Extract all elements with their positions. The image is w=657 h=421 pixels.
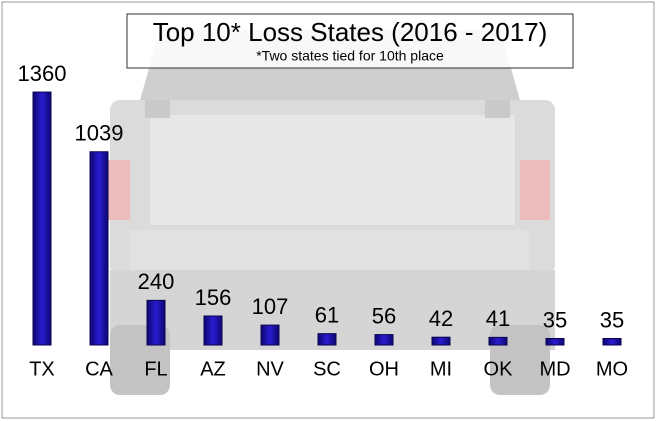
value-label: 1039 [75,121,124,146]
bar [89,151,109,346]
chart-title: Top 10* Loss States (2016 - 2017) [153,17,548,47]
value-label: 240 [138,269,175,294]
bar [488,336,508,346]
bar [203,315,223,346]
value-label: 35 [543,307,567,332]
bar [317,333,337,346]
value-label: 35 [600,307,624,332]
value-label: 156 [195,285,232,310]
chart-subtitle: *Two states tied for 10th place [256,48,444,64]
value-label: 56 [372,303,396,328]
value-label: 61 [315,302,339,327]
x-tick-label: FL [144,358,167,380]
x-tick-label: MD [539,358,570,380]
bar [431,336,451,346]
x-tick-label: AZ [200,358,226,380]
bar [545,337,565,346]
value-label: 107 [252,294,289,319]
x-tick-label: MI [430,358,452,380]
x-tick-label: OH [369,358,399,380]
bar [374,334,394,346]
title-box [126,13,574,69]
value-label: 41 [486,306,510,331]
x-tick-label: OK [484,358,514,380]
x-tick-label: TX [29,358,55,380]
x-tick-label: MO [596,358,628,380]
bar [260,324,280,346]
x-tick-label: CA [85,358,113,380]
bar [32,91,52,346]
bar [146,299,166,346]
x-tick-label: SC [313,358,341,380]
value-label: 42 [429,306,453,331]
value-label: 1360 [18,61,67,86]
x-tick-label: NV [256,358,284,380]
bar [602,337,622,346]
